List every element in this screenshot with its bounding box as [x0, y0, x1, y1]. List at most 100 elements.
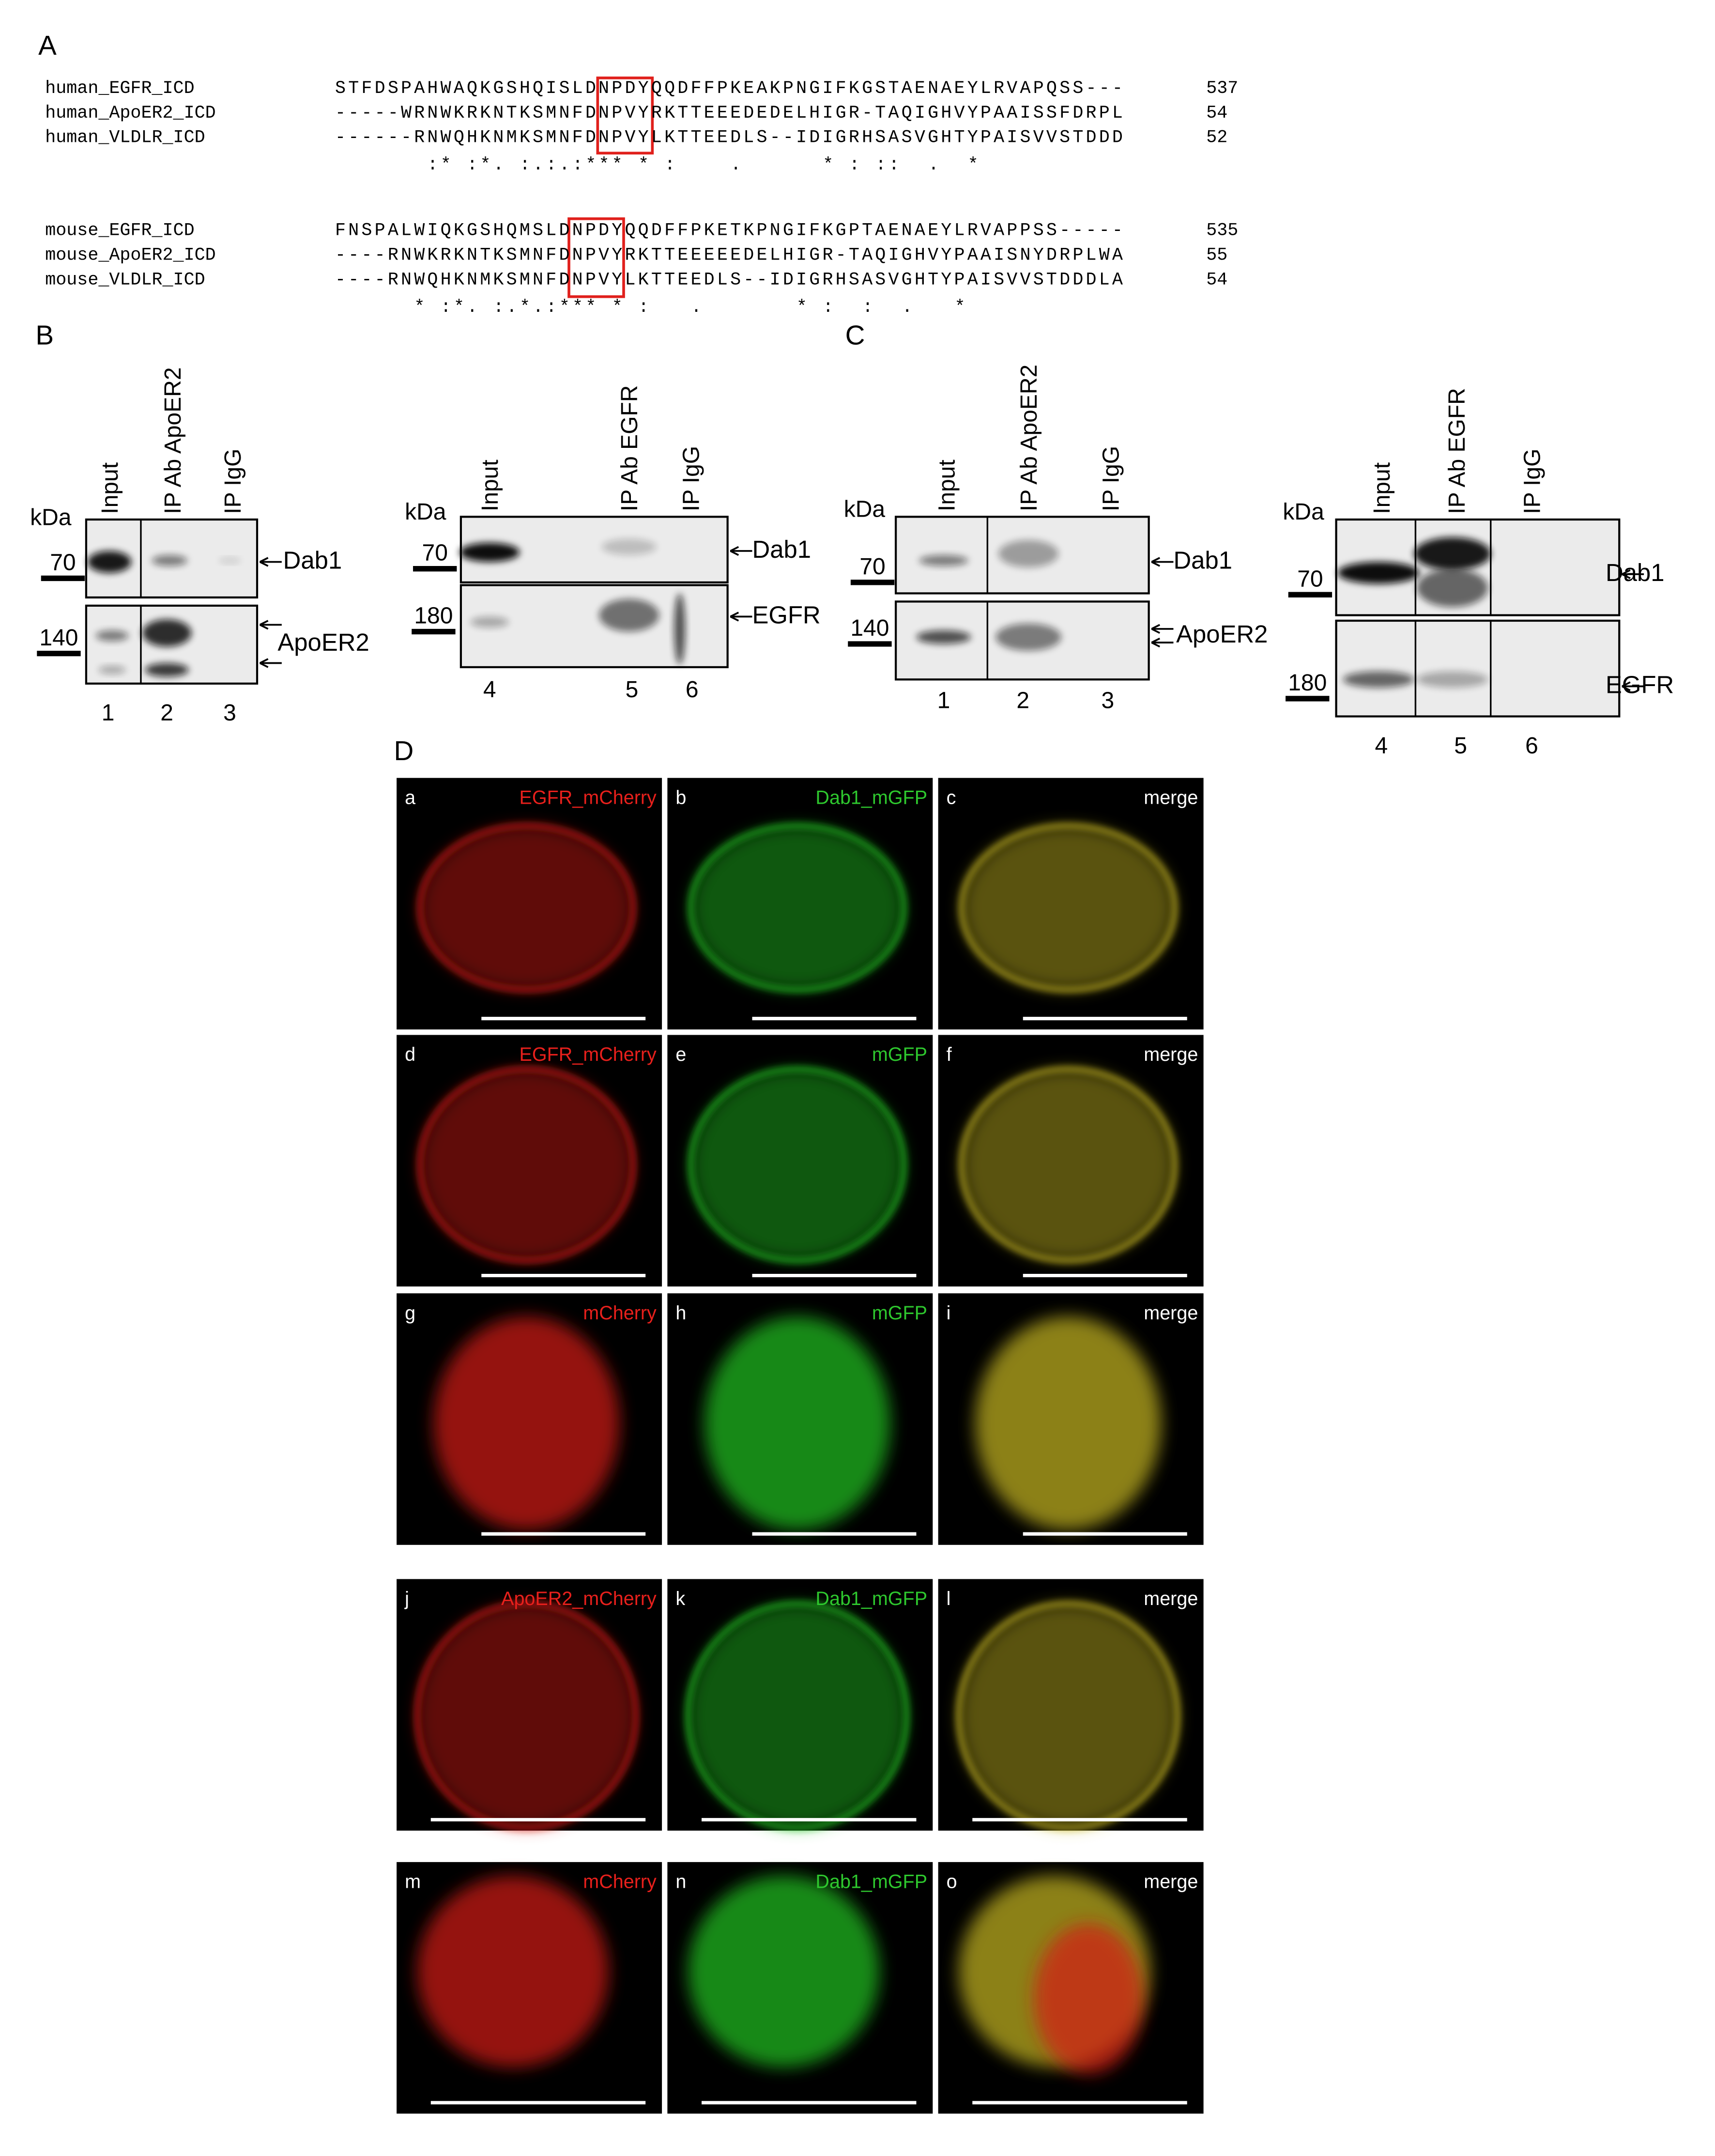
- micrograph: h mGFP: [667, 1293, 933, 1545]
- sequence-name: mouse_EGFR_ICD: [45, 221, 194, 241]
- protein-label: EGFR: [1606, 671, 1674, 699]
- sequence-name: human_VLDLR_ICD: [45, 128, 205, 148]
- img-letter: c: [947, 787, 956, 808]
- img-label: EGFR_mCherry: [520, 1044, 657, 1065]
- lane-label: IP Ab EGFR: [1444, 388, 1470, 514]
- cell-edge: [689, 1067, 906, 1263]
- cell-edge: [417, 824, 636, 992]
- micrograph: k Dab1_mGFP: [667, 1579, 933, 1831]
- band: [1414, 537, 1491, 570]
- band: [152, 555, 187, 566]
- img-label: merge: [1144, 1588, 1198, 1609]
- marker-size: 70: [1297, 566, 1323, 592]
- blot-strip: [1335, 518, 1621, 616]
- img-label: merge: [1144, 787, 1198, 808]
- arrow-head: [730, 546, 739, 556]
- residue-number: 52: [1206, 128, 1227, 148]
- marker-size: 140: [39, 625, 78, 651]
- lane-label: Input: [934, 459, 960, 511]
- lane-number: 3: [1102, 688, 1115, 714]
- lane-label: Input: [1369, 462, 1395, 514]
- arrow-head: [259, 557, 269, 567]
- lane-number: 2: [160, 700, 173, 726]
- micrograph: i merge: [938, 1293, 1204, 1545]
- blot-frame: [894, 600, 1150, 681]
- band: [87, 550, 132, 573]
- lane-number: 5: [1454, 733, 1467, 759]
- cell-edge: [689, 824, 906, 992]
- micrograph: e mGFP: [667, 1035, 933, 1287]
- lane-label: IP IgG: [1098, 446, 1124, 511]
- cell: [688, 1876, 880, 2067]
- lane-label: IP IgG: [1519, 449, 1545, 514]
- protein-label: ApoER2: [277, 628, 369, 656]
- panel-label: C: [845, 320, 865, 351]
- micrograph: o merge: [938, 1862, 1204, 2114]
- protein-label: Dab1: [1173, 547, 1232, 574]
- band: [218, 558, 241, 564]
- lane-number: 2: [1016, 688, 1029, 714]
- img-letter: a: [405, 787, 415, 808]
- arrow-head: [1622, 569, 1631, 580]
- marker-size: 70: [859, 554, 885, 580]
- blot-frame: [1335, 619, 1621, 718]
- img-label: merge: [1144, 1044, 1198, 1065]
- micrograph: j ApoER2_mCherry: [397, 1579, 662, 1831]
- blot-strip: [459, 516, 729, 584]
- img-label: merge: [1144, 1871, 1198, 1893]
- img-letter: i: [947, 1302, 951, 1324]
- lane-number: 6: [1525, 733, 1538, 759]
- img-label: ApoER2_mCherry: [501, 1588, 657, 1609]
- img-letter: d: [405, 1044, 415, 1065]
- micrograph: b Dab1_mGFP: [667, 778, 933, 1030]
- consensus: :* :*. :.:.:*** * : . * : :: . *: [335, 155, 979, 175]
- band: [145, 663, 189, 677]
- marker-size: 70: [422, 540, 448, 566]
- marker-size: 140: [850, 615, 889, 641]
- img-label: mCherry: [583, 1871, 657, 1893]
- cell: [420, 1069, 633, 1261]
- cell: [961, 1069, 1175, 1261]
- img-label: Dab1_mGFP: [815, 1588, 927, 1609]
- img-label: Dab1_mGFP: [815, 1871, 927, 1893]
- band: [1417, 671, 1488, 688]
- blot-strip: [894, 600, 1150, 681]
- blot-frame: [459, 516, 729, 584]
- band: [998, 540, 1059, 567]
- kda-label: kDa: [405, 499, 446, 525]
- blot-strip: [1335, 619, 1621, 718]
- band: [601, 538, 657, 555]
- panel-label: D: [394, 735, 413, 766]
- img-letter: m: [405, 1871, 421, 1893]
- panel-label: A: [38, 30, 57, 61]
- band: [459, 543, 520, 562]
- lane-label: IP Ab ApoER2: [160, 367, 186, 514]
- cell: [704, 1316, 890, 1530]
- band: [599, 598, 659, 632]
- arrow-head: [1622, 681, 1631, 691]
- cell: [417, 1876, 609, 2067]
- lane-label: IP IgG: [678, 446, 704, 511]
- micrograph: l merge: [938, 1579, 1204, 1831]
- band: [98, 666, 126, 674]
- img-label: EGFR_mCherry: [520, 787, 657, 808]
- sequence-name: mouse_ApoER2_ICD: [45, 245, 215, 266]
- lane-label: IP Ab ApoER2: [1016, 365, 1042, 511]
- protein-label: ApoER2: [1176, 620, 1268, 648]
- img-letter: b: [675, 787, 686, 808]
- img-label: mGFP: [872, 1044, 927, 1065]
- blot-frame: [1335, 518, 1621, 616]
- protein-label: EGFR: [752, 601, 821, 629]
- band: [919, 555, 968, 566]
- micrograph: c merge: [938, 778, 1204, 1030]
- img-label: Dab1_mGFP: [815, 787, 927, 808]
- band: [1417, 568, 1488, 607]
- band: [1343, 671, 1414, 688]
- img-letter: e: [675, 1044, 686, 1065]
- protein-label: Dab1: [283, 547, 342, 574]
- cell: [417, 1604, 636, 1828]
- img-label: merge: [1144, 1302, 1198, 1324]
- arrow-head: [1151, 624, 1161, 634]
- motif-box: [567, 217, 625, 298]
